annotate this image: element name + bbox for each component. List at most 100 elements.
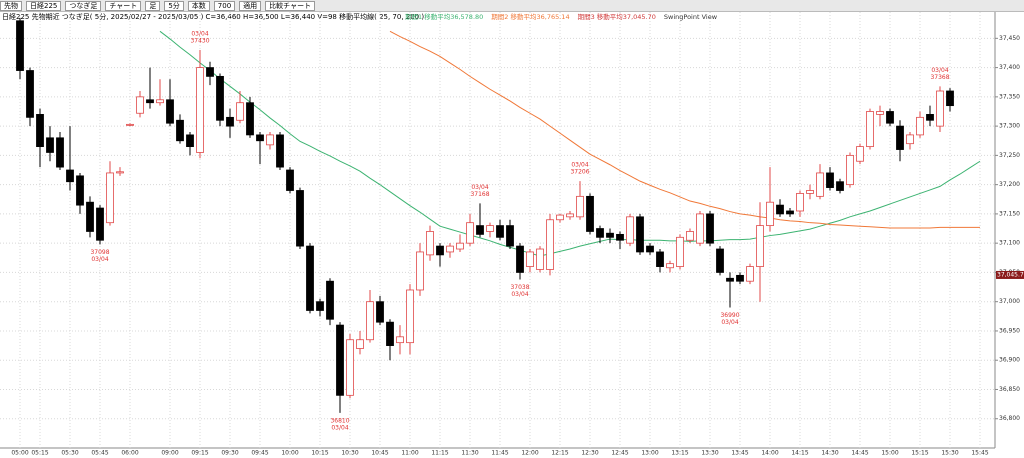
y-tick-label: 37,450 [999, 35, 1020, 42]
toolbar-item[interactable]: チャート [105, 0, 142, 11]
toolbar-item[interactable]: 5分 [164, 0, 184, 11]
legend-entry: 期間1 移動平均36,578.80 [405, 12, 483, 21]
candle-body [676, 236, 684, 267]
annotation-date: 03/04 [331, 424, 348, 431]
candle-body [606, 232, 614, 238]
annotation-value: 37168 [470, 191, 489, 198]
x-tick-label: 15:30 [941, 450, 958, 457]
candle-body [326, 280, 334, 320]
y-tick-label: 36,950 [999, 327, 1020, 334]
x-tick-label: 12:15 [551, 450, 568, 457]
y-tick-label: 37,300 [999, 123, 1020, 130]
candle-body [356, 339, 364, 349]
y-tick-label: 37,250 [999, 152, 1020, 159]
candle-body [186, 134, 194, 148]
candle-body [666, 263, 674, 269]
candle-body [446, 245, 454, 253]
annotation-date: 03/04 [511, 291, 528, 298]
toolbar-item[interactable]: つなぎ足 [65, 0, 102, 11]
x-tick-label: 10:45 [371, 450, 388, 457]
candle-body [756, 225, 764, 267]
grid [0, 12, 995, 448]
candle-body [886, 111, 894, 124]
candle-body [836, 181, 844, 191]
candle-body [176, 119, 184, 142]
candle-body [716, 248, 724, 273]
candle-body [166, 99, 174, 124]
annotation-date: 03/04 [91, 256, 108, 263]
legend-entry: 期間2 移動平均36,765.14 [491, 12, 569, 21]
y-tick-label: 37,350 [999, 93, 1020, 100]
candle-body [806, 190, 814, 194]
candle-body [26, 70, 34, 118]
annotation-date: 03/04 [721, 319, 738, 326]
candle-body [556, 214, 564, 221]
candle-body [16, 20, 24, 71]
price-marker [996, 270, 1024, 279]
candle-body [96, 207, 104, 241]
candle-body [116, 171, 124, 174]
candle-body [56, 137, 64, 168]
candle-body [686, 231, 694, 241]
candle-body [196, 67, 204, 153]
y-tick-label: 37,400 [999, 64, 1020, 71]
candle-body [406, 289, 414, 344]
candle-body [226, 116, 234, 127]
candle-body [786, 210, 794, 215]
candle-body [266, 134, 274, 146]
toolbar-item[interactable]: 本数 [187, 0, 210, 11]
candle-body [736, 274, 744, 282]
toolbar-item[interactable]: 比較チャート [265, 0, 316, 11]
candle-body [476, 225, 484, 235]
annotation-date: 03/04 [931, 67, 948, 74]
candle-body [286, 169, 294, 191]
candle-body [546, 219, 554, 270]
x-tick-label: 11:00 [401, 450, 418, 457]
x-tick-label: 05:00 [11, 450, 28, 457]
x-tick-label: 14:30 [821, 450, 838, 457]
candle-body [156, 99, 164, 104]
candle-body [316, 301, 324, 311]
candle-body [876, 111, 884, 115]
candle-body [86, 201, 94, 232]
candle-body [826, 172, 834, 188]
candle-body [656, 251, 664, 267]
annotation-date: 03/04 [471, 184, 488, 191]
annotation-date: 03/04 [191, 31, 208, 38]
x-tick-label: 13:30 [701, 450, 718, 457]
candle-body [436, 245, 444, 256]
toolbar-item[interactable]: 適用 [239, 0, 262, 11]
candle-body [296, 190, 304, 247]
toolbar-item[interactable]: 足 [145, 0, 161, 11]
candle-body [586, 195, 594, 232]
candle-body [916, 116, 924, 136]
y-tick-label: 36,900 [999, 357, 1020, 364]
candle-body [776, 204, 784, 215]
candle-body [396, 336, 404, 344]
axis-panel [995, 12, 1024, 458]
indicator-label: SwingPoint View [664, 13, 718, 21]
candle-body [596, 228, 604, 238]
x-tick-label: 09:45 [251, 450, 268, 457]
candle-body [946, 90, 954, 107]
toolbar-item[interactable]: 日経225 [26, 0, 62, 11]
candle-body [816, 172, 824, 197]
toolbar-item[interactable]: 700 [213, 0, 236, 11]
candle-body [646, 245, 654, 253]
x-tick-label: 10:30 [341, 450, 358, 457]
x-tick-label: 10:00 [281, 450, 298, 457]
annotation-value: 37430 [190, 38, 209, 45]
candle-body [926, 114, 934, 121]
x-tick-label: 13:45 [731, 450, 748, 457]
annotation-value: 37098 [90, 249, 109, 256]
y-tick-label: 37,000 [999, 298, 1020, 305]
toolbar-item[interactable]: 先物 [0, 0, 22, 11]
x-tick-label: 09:00 [161, 450, 178, 457]
x-tick-label: 12:00 [521, 450, 538, 457]
candle-body [616, 233, 624, 241]
x-tick-label: 15:45 [971, 450, 988, 457]
candle-body [106, 172, 114, 224]
x-tick-label: 12:30 [581, 450, 598, 457]
candle-body [796, 193, 804, 212]
